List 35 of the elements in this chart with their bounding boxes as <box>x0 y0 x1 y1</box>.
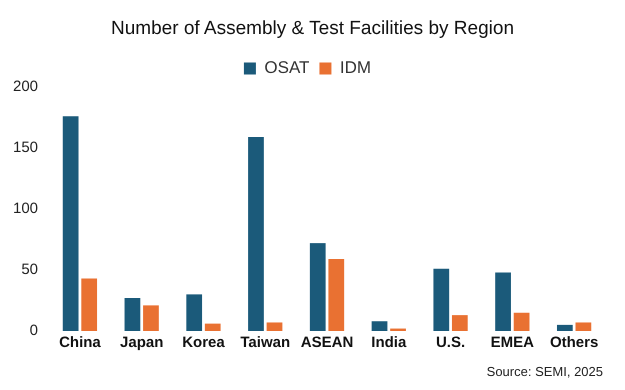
bar <box>514 312 530 331</box>
bar <box>310 243 326 331</box>
bar <box>248 137 264 331</box>
bar <box>81 278 98 331</box>
x-tick-label: Taiwan <box>240 334 290 352</box>
bar <box>124 298 140 331</box>
y-tick-label: 150 <box>12 139 38 156</box>
source-note: Source: SEMI, 2025 <box>486 364 603 379</box>
bar <box>143 305 159 331</box>
bar <box>495 272 511 331</box>
bar <box>266 322 282 331</box>
x-tick-label: Japan <box>120 334 164 352</box>
legend-label: OSAT <box>264 58 310 78</box>
x-tick-label: EMEA <box>490 334 534 352</box>
bar <box>204 324 221 331</box>
bar <box>372 321 388 331</box>
bar <box>186 294 202 331</box>
bar <box>433 268 450 331</box>
bar <box>556 324 573 331</box>
bar <box>452 315 468 331</box>
x-tick-label: India <box>371 334 407 352</box>
x-tick-label: U.S. <box>436 334 466 352</box>
bar <box>328 259 344 331</box>
y-tick-label: 100 <box>12 200 38 218</box>
x-tick-label: Others <box>550 334 598 352</box>
x-tick-label: ASEAN <box>300 334 354 352</box>
chart-title: Number of Assembly & Test Facilities by Region <box>110 18 516 40</box>
bar <box>62 116 79 331</box>
x-tick-label: Korea <box>182 334 226 352</box>
legend-label: IDM <box>340 58 372 78</box>
bar <box>576 322 592 331</box>
y-tick-label: 200 <box>12 78 38 96</box>
y-tick-label: 50 <box>21 261 38 278</box>
x-tick-label: China <box>59 334 102 352</box>
y-tick-label: 0 <box>30 322 38 340</box>
